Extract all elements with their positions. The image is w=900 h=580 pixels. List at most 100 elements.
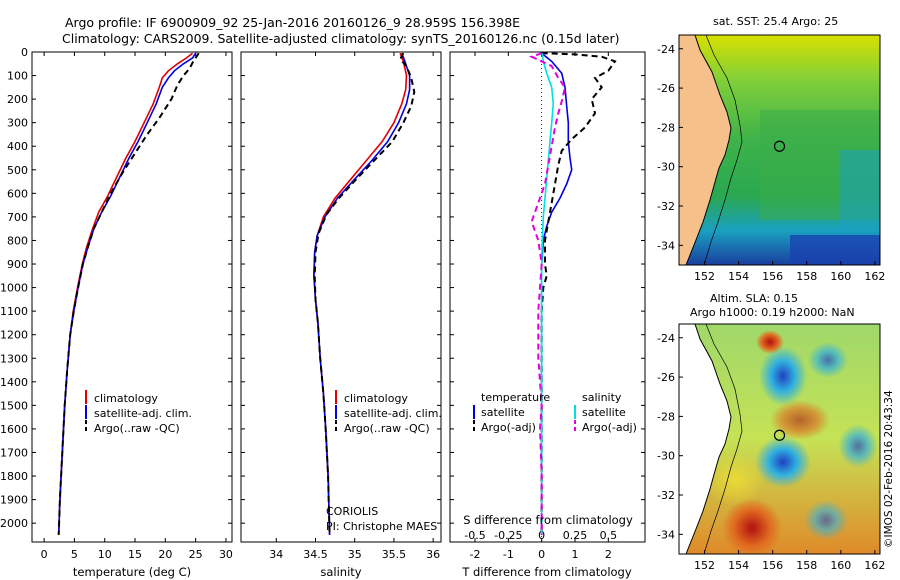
- map-y-tick-label: -32: [657, 200, 675, 213]
- y-tick-label: 400: [7, 140, 28, 153]
- sla-map-title-line2: Argo h1000: 0.19 h2000: NaN: [690, 306, 855, 319]
- map-x-tick-label: 156: [762, 559, 783, 572]
- top-tick-label: 0: [538, 529, 545, 542]
- map-y-tick-label: -28: [657, 410, 675, 423]
- legend-label-sal-argo: Argo(-adj): [582, 421, 637, 434]
- map-x-tick-label: 156: [762, 270, 783, 283]
- difference-legend: temperature satellite Argo(-adj) salinit…: [473, 391, 637, 434]
- sla-argo-marker: [773, 429, 786, 441]
- salinity-legend: climatology satellite-adj. clim. Argo(..…: [335, 390, 442, 435]
- y-tick-label: 900: [7, 258, 28, 271]
- legend-label-climatology: climatology: [94, 392, 158, 405]
- legend-label-satellite: satellite-adj. clim.: [344, 407, 442, 420]
- y-tick-label: 1900: [0, 494, 28, 507]
- legend-label-temp-argo: Argo(-adj): [481, 421, 536, 434]
- map-y-tick-label: -30: [657, 161, 675, 174]
- temperature-plot-frame: [31, 51, 233, 543]
- series-line-satellite-adj-clim-: [313, 52, 411, 535]
- sla-land: [679, 324, 731, 554]
- y-tick-label: 1500: [0, 399, 28, 412]
- x-tick-label: 35.5: [382, 548, 407, 561]
- argo-position-marker: [773, 429, 786, 441]
- map-x-tick-label: 162: [864, 559, 885, 572]
- figure-title-line2: Climatology: CARS2009. Satellite-adjuste…: [62, 31, 619, 46]
- map-y-tick-label: -30: [657, 450, 675, 463]
- y-tick-label: 1400: [0, 376, 28, 389]
- x-tick-label: 36: [426, 548, 440, 561]
- top-tick-label: 0.5: [600, 529, 618, 542]
- x-tick-label: 20: [158, 548, 172, 561]
- salinity-lines: [313, 52, 416, 535]
- sla-map-frame: [678, 323, 881, 555]
- y-tick-label: 1100: [0, 305, 28, 318]
- series-line-satellite-adj-clim-: [57, 52, 197, 535]
- map-y-tick-label: -28: [657, 121, 675, 134]
- temperature-lines: [57, 52, 200, 535]
- salinity-axes: 34 34.5 35 35.5 36: [241, 51, 441, 561]
- y-tick-label: 1000: [0, 282, 28, 295]
- y-tick-label: 1800: [0, 470, 28, 483]
- legend-label-satellite: satellite-adj. clim.: [94, 407, 192, 420]
- map-y-tick-label: -32: [657, 489, 675, 502]
- sst-isobath: [703, 35, 743, 265]
- y-tick-label: 700: [7, 211, 28, 224]
- sst-coastline: [685, 35, 732, 265]
- series-line-climatology: [57, 52, 194, 535]
- y-tick-label: 1700: [0, 446, 28, 459]
- salinity-xlabel: salinity: [320, 565, 361, 579]
- legend-label-sal-satellite: satellite: [582, 406, 626, 419]
- sla-isobath: [703, 324, 743, 554]
- x-tick-label: 15: [128, 548, 142, 561]
- top-tick-label: -0.5: [464, 529, 485, 542]
- map-x-tick-label: 152: [694, 270, 715, 283]
- temperature-legend: climatology satellite-adj. clim. Argo(..…: [85, 390, 192, 435]
- figure-title-line1: Argo profile: IF 6900909_92 25-Jan-2016 …: [65, 15, 520, 30]
- y-tick-label: 500: [7, 164, 28, 177]
- sla-coastline: [685, 324, 732, 554]
- legend-heading-temperature: temperature: [481, 391, 550, 404]
- series-line-argo-raw-qc-: [313, 52, 416, 535]
- series-line-salinity-satellite: [540, 53, 555, 535]
- y-tick-label: 200: [7, 93, 28, 106]
- y-tick-label: 600: [7, 187, 28, 200]
- pi-label: PI: Christophe MAES: [326, 520, 437, 533]
- legend-label-argo: Argo(..raw -QC): [94, 422, 180, 435]
- legend-label-climatology: climatology: [344, 392, 408, 405]
- x-tick-label: 34: [269, 548, 283, 561]
- map-x-tick-label: 158: [796, 270, 817, 283]
- map-x-tick-label: 154: [728, 270, 749, 283]
- y-tick-label: 1300: [0, 352, 28, 365]
- y-tick-label: 800: [7, 234, 28, 247]
- x-tick-label: 34.5: [303, 548, 328, 561]
- difference-lines: [529, 52, 617, 535]
- x-tick-label: 30: [219, 548, 233, 561]
- series-line-temperature-satellite: [540, 52, 573, 535]
- sst-argo-marker: [773, 140, 786, 152]
- y-tick-label: 0: [21, 46, 28, 59]
- y-tick-label: 1600: [0, 423, 28, 436]
- map-y-tick-label: -24: [657, 332, 675, 345]
- temperature-xlabel: temperature (deg C): [73, 565, 191, 579]
- sst-map-image: [679, 35, 880, 265]
- x-tick-label: 10: [98, 548, 112, 561]
- map-y-tick-label: -26: [657, 371, 675, 384]
- sst-map-frame: [678, 34, 881, 266]
- sla-map-title-line1: Altim. SLA: 0.15: [710, 292, 798, 305]
- temperature-axes: 0100200300400500600700800900100011001200…: [0, 46, 233, 561]
- map-y-tick-label: -24: [657, 43, 675, 56]
- argo-position-marker: [773, 140, 786, 152]
- sst-map-axes: 152 154 156 158 160 162 -24 -26 -28 -30 -32 -34: [657, 43, 885, 283]
- map-x-tick-label: 152: [694, 559, 715, 572]
- x-tick-label: 5: [71, 548, 78, 561]
- salinity-plot-frame: [240, 51, 442, 543]
- legend-heading-salinity: salinity: [582, 391, 622, 404]
- top-tick-label: -0.25: [494, 529, 522, 542]
- series-line-temperature-argo-adj-: [540, 52, 617, 535]
- map-y-tick-label: -34: [657, 528, 675, 541]
- x-tick-label: 0: [41, 548, 48, 561]
- x-tick-label: -1: [503, 548, 514, 561]
- y-tick-label: 2000: [0, 517, 28, 530]
- map-x-tick-label: 158: [796, 559, 817, 572]
- map-y-tick-label: -26: [657, 82, 675, 95]
